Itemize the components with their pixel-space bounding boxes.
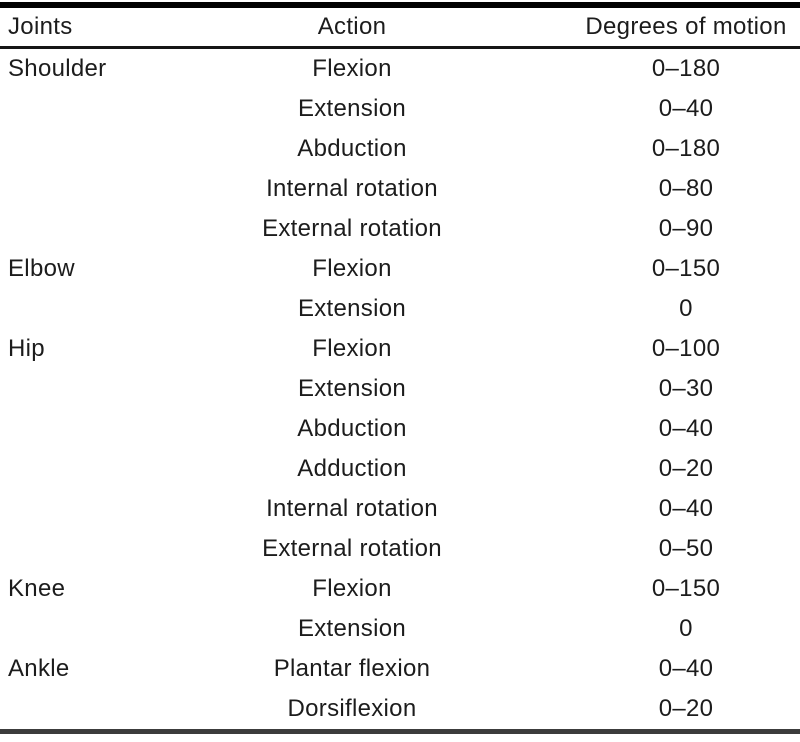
column-header-action: Action <box>317 13 387 40</box>
table-row: Knee Flexion 0–150 <box>0 569 800 609</box>
degrees-cell: 0–150 <box>651 254 721 282</box>
action-cell: External rotation <box>262 534 442 562</box>
action-cell: Internal rotation <box>266 174 438 202</box>
degrees-cell: 0–180 <box>651 134 721 162</box>
action-cell: Flexion <box>312 574 392 602</box>
table-body: Shoulder Flexion 0–180 Extension 0–40 Ab… <box>0 49 800 729</box>
action-cell: Adduction <box>297 454 407 482</box>
joint-cell: Hip <box>8 334 45 362</box>
action-cell: Flexion <box>312 54 392 82</box>
column-header-joints: Joints <box>8 13 73 40</box>
table-header-rule <box>0 46 800 49</box>
table-row: Ankle Plantar flexion 0–40 <box>0 649 800 689</box>
degrees-cell: 0–180 <box>651 54 721 82</box>
table-row: Dorsiflexion 0–20 <box>0 689 800 729</box>
action-cell: Extension <box>297 294 407 322</box>
degrees-cell: 0–30 <box>658 374 714 402</box>
action-cell: Abduction <box>297 414 407 442</box>
table-row: Extension 0 <box>0 609 800 649</box>
action-cell: Dorsiflexion <box>287 694 417 722</box>
table-row: Internal rotation 0–80 <box>0 169 800 209</box>
joint-cell: Elbow <box>8 254 75 282</box>
action-cell: Internal rotation <box>266 494 438 522</box>
degrees-cell: 0 <box>679 614 693 642</box>
degrees-cell: 0–80 <box>658 174 714 202</box>
table-row: Shoulder Flexion 0–180 <box>0 49 800 89</box>
column-header-degrees: Degrees of motion <box>585 13 787 40</box>
degrees-cell: 0–150 <box>651 574 721 602</box>
degrees-cell: 0–40 <box>658 494 714 522</box>
table-top-rule <box>0 2 800 8</box>
degrees-cell: 0–90 <box>658 214 714 242</box>
action-cell: Extension <box>297 614 407 642</box>
joint-cell: Ankle <box>8 654 70 682</box>
degrees-cell: 0–100 <box>651 334 721 362</box>
table-bottom-rule <box>0 728 800 734</box>
degrees-cell: 0–40 <box>658 414 714 442</box>
degrees-cell: 0–20 <box>658 454 714 482</box>
action-cell: Extension <box>297 94 407 122</box>
degrees-cell: 0–20 <box>658 694 714 722</box>
joint-cell: Knee <box>8 574 66 602</box>
action-cell: Plantar flexion <box>273 654 431 682</box>
table-row: Adduction 0–20 <box>0 449 800 489</box>
table-row: Abduction 0–180 <box>0 129 800 169</box>
action-cell: Flexion <box>312 334 392 362</box>
action-cell: Flexion <box>312 254 392 282</box>
degrees-cell: 0–40 <box>658 654 714 682</box>
table-row: External rotation 0–90 <box>0 209 800 249</box>
joint-cell: Shoulder <box>8 54 107 82</box>
table-header-row: Joints Action Degrees of motion <box>0 8 800 46</box>
action-cell: External rotation <box>262 214 442 242</box>
table-row: Extension 0–40 <box>0 89 800 129</box>
action-cell: Extension <box>297 374 407 402</box>
degrees-cell: 0–40 <box>658 94 714 122</box>
degrees-cell: 0–50 <box>658 534 714 562</box>
table-row: External rotation 0–50 <box>0 529 800 569</box>
table-row: Extension 0–30 <box>0 369 800 409</box>
table-row: Extension 0 <box>0 289 800 329</box>
table-row: Hip Flexion 0–100 <box>0 329 800 369</box>
table-row: Internal rotation 0–40 <box>0 489 800 529</box>
table-row: Elbow Flexion 0–150 <box>0 249 800 289</box>
action-cell: Abduction <box>297 134 407 162</box>
degrees-cell: 0 <box>679 294 693 322</box>
table-row: Abduction 0–40 <box>0 409 800 449</box>
